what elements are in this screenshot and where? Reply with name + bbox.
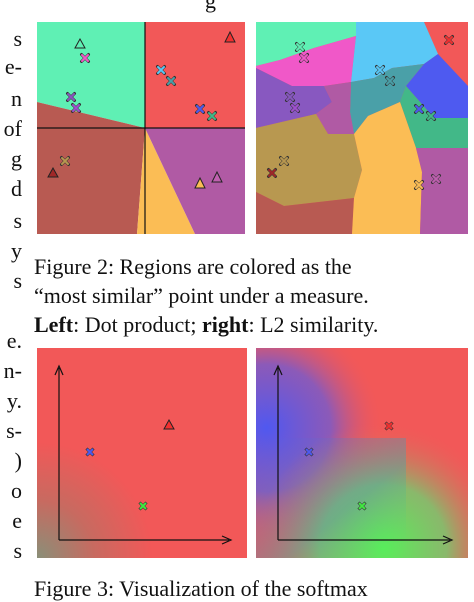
x-marker — [267, 168, 277, 178]
fragment: n- — [3, 358, 22, 383]
x-marker — [166, 76, 176, 86]
fragment: y. — [6, 388, 22, 413]
triangle-marker — [211, 170, 223, 183]
x-marker — [431, 174, 441, 184]
region-brown — [256, 192, 354, 234]
x-marker — [295, 42, 305, 52]
x-marker — [299, 53, 309, 63]
fragment: s — [13, 538, 22, 563]
x-marker — [384, 421, 394, 431]
figure3-right-panel — [256, 348, 468, 558]
fragment: n — [11, 86, 22, 111]
fragment: d — [11, 176, 22, 201]
top-cropped-text: g — [205, 0, 216, 13]
figure2-caption-line2: “most similar” point under a measure. — [34, 283, 369, 308]
axes — [54, 364, 233, 545]
x-marker — [357, 501, 367, 511]
x-marker — [375, 65, 385, 75]
fragment: e — [12, 508, 22, 533]
x-marker — [385, 76, 395, 86]
fragment: ) — [14, 448, 22, 473]
triangle-marker — [47, 166, 59, 178]
x-marker — [279, 156, 289, 166]
region-steel — [350, 64, 424, 134]
fragment: e. — [6, 328, 22, 353]
caption-bold-right: right — [202, 312, 249, 337]
left-column-fragments: s e- n of g d s y s e. n- y. s- ) o e s — [0, 0, 24, 590]
fragment: s- — [6, 418, 22, 443]
fragment: g — [11, 146, 22, 171]
fragment: o — [11, 478, 22, 503]
fragment: of — [3, 116, 22, 141]
region-red — [145, 22, 245, 128]
region-violet — [256, 68, 332, 128]
triangle-marker — [224, 30, 236, 43]
x-marker — [444, 35, 454, 45]
caption-text: : L2 similarity. — [248, 312, 379, 337]
x-markers — [60, 53, 217, 166]
region-green — [400, 86, 468, 148]
region-teal — [37, 22, 145, 128]
triangle-marker — [194, 176, 206, 189]
softmax-blend-zone — [256, 438, 406, 558]
region-sky — [351, 22, 438, 82]
region-brown — [37, 102, 145, 234]
fragment: s — [13, 208, 22, 233]
region-teal — [256, 22, 356, 66]
x-marker — [207, 111, 217, 121]
region-purple-left — [316, 82, 354, 134]
figure2-l2-panel — [256, 22, 468, 234]
x-marker — [414, 104, 424, 114]
x-marker — [66, 92, 76, 102]
softmax-corner — [37, 348, 247, 558]
fragment: s — [13, 26, 22, 51]
region-orange — [137, 128, 195, 234]
fragment: y — [11, 238, 22, 263]
x-markers — [267, 35, 454, 190]
x-marker — [156, 65, 166, 75]
fragment: s — [13, 268, 22, 293]
figure2-caption-line3: Left: Dot product; right: L2 similarity. — [34, 312, 474, 338]
x-marker — [304, 447, 314, 457]
caption-bold-left: Left — [34, 312, 74, 337]
triangle-marker — [74, 37, 86, 49]
region-olive — [256, 114, 362, 206]
x-marker — [285, 92, 295, 102]
x-marker — [85, 447, 95, 457]
figure2-caption-line1: Figure 2: Regions are colored as the — [34, 254, 352, 279]
region-blue — [406, 54, 468, 118]
region-orange — [352, 102, 422, 234]
x-marker — [195, 104, 205, 114]
figure2-dot-product-panel — [37, 22, 245, 234]
markers — [47, 30, 236, 189]
x-marker — [138, 501, 148, 511]
region-purple — [416, 148, 468, 234]
figure3-left-panel — [37, 348, 247, 558]
x-marker — [80, 53, 90, 63]
region-purple — [145, 128, 245, 234]
x-marker — [71, 103, 81, 113]
figure3-caption-line1: Figure 3: Visualization of the softmax — [34, 576, 368, 601]
triangle-marker — [163, 418, 175, 430]
x-marker — [426, 111, 436, 121]
x-marker — [60, 156, 70, 166]
fragment: e- — [4, 54, 22, 79]
x-marker — [414, 180, 424, 190]
axes — [273, 364, 454, 545]
caption-text: : Dot product; — [73, 312, 203, 337]
x-marker — [290, 103, 300, 113]
